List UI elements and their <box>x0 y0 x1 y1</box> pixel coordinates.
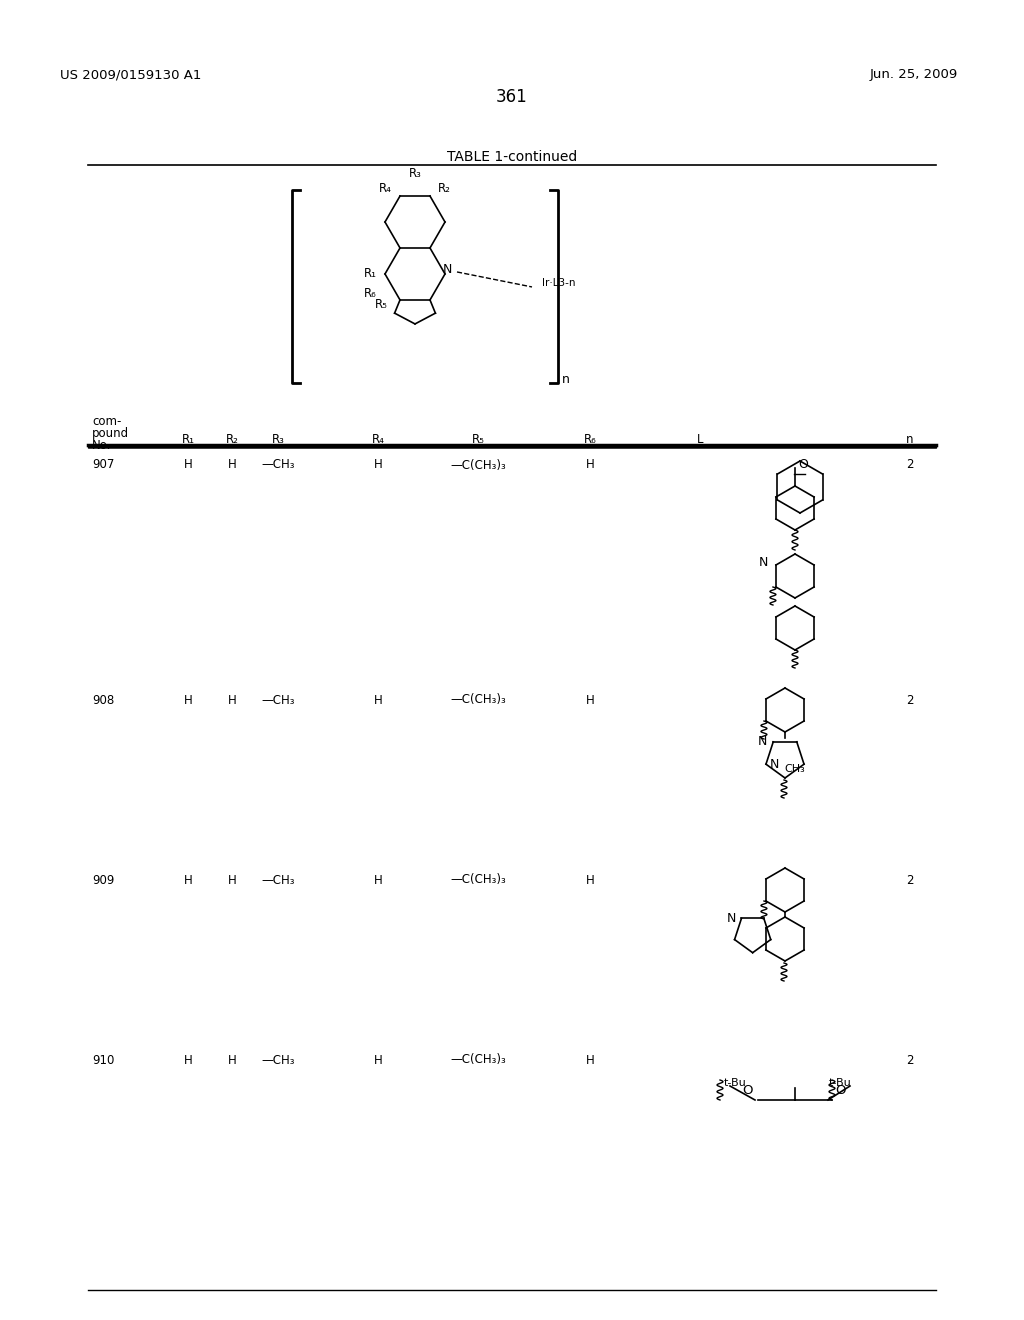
Text: —C(CH₃)₃: —C(CH₃)₃ <box>451 1053 506 1067</box>
Text: H: H <box>227 874 237 887</box>
Text: 908: 908 <box>92 693 115 706</box>
Text: R₂: R₂ <box>225 433 239 446</box>
Text: Jun. 25, 2009: Jun. 25, 2009 <box>870 69 958 81</box>
Text: Ir·L3-n: Ir·L3-n <box>542 279 575 288</box>
Text: TABLE 1-continued: TABLE 1-continued <box>446 150 578 164</box>
Text: H: H <box>183 1053 193 1067</box>
Text: R₆: R₆ <box>365 288 377 301</box>
Text: —C(CH₃)₃: —C(CH₃)₃ <box>451 693 506 706</box>
Text: H: H <box>227 1053 237 1067</box>
Text: O: O <box>742 1084 753 1097</box>
Text: R₅: R₅ <box>472 433 484 446</box>
Text: n: n <box>562 374 570 385</box>
Text: —CH₃: —CH₃ <box>261 693 295 706</box>
Text: —C(CH₃)₃: —C(CH₃)₃ <box>451 458 506 471</box>
Text: H: H <box>374 1053 382 1067</box>
Text: 2: 2 <box>906 458 913 471</box>
Text: H: H <box>183 458 193 471</box>
Text: pound: pound <box>92 426 129 440</box>
Text: 909: 909 <box>92 874 115 887</box>
Text: R₁: R₁ <box>181 433 195 446</box>
Text: H: H <box>586 458 594 471</box>
Text: 910: 910 <box>92 1053 115 1067</box>
Text: —CH₃: —CH₃ <box>261 874 295 887</box>
Text: R₂: R₂ <box>438 182 451 194</box>
Text: R₄: R₄ <box>372 433 384 446</box>
Text: 907: 907 <box>92 458 115 471</box>
Text: L: L <box>696 433 703 446</box>
Text: R₃: R₃ <box>271 433 285 446</box>
Text: US 2009/0159130 A1: US 2009/0159130 A1 <box>60 69 202 81</box>
Text: H: H <box>374 693 382 706</box>
Text: R₅: R₅ <box>375 298 388 312</box>
Text: No.: No. <box>92 440 112 451</box>
Text: H: H <box>374 458 382 471</box>
Text: H: H <box>183 874 193 887</box>
Text: n: n <box>906 433 913 446</box>
Text: N: N <box>442 264 452 276</box>
Text: N: N <box>758 735 767 748</box>
Text: N: N <box>727 912 736 925</box>
Text: H: H <box>586 874 594 887</box>
Text: H: H <box>586 693 594 706</box>
Text: H: H <box>183 693 193 706</box>
Text: —CH₃: —CH₃ <box>261 1053 295 1067</box>
Text: R₃: R₃ <box>409 168 422 180</box>
Text: N: N <box>770 758 779 771</box>
Text: —C(CH₃)₃: —C(CH₃)₃ <box>451 874 506 887</box>
Text: H: H <box>374 874 382 887</box>
Text: t-Bu: t-Bu <box>828 1078 851 1088</box>
Text: H: H <box>227 458 237 471</box>
Text: O: O <box>798 458 808 470</box>
Text: 361: 361 <box>496 88 528 106</box>
Text: R₄: R₄ <box>379 182 392 194</box>
Text: R₁: R₁ <box>364 268 377 280</box>
Text: H: H <box>586 1053 594 1067</box>
Text: 2: 2 <box>906 874 913 887</box>
Text: R₆: R₆ <box>584 433 596 446</box>
Text: N: N <box>759 557 768 569</box>
Text: H: H <box>227 693 237 706</box>
Text: CH₃: CH₃ <box>784 764 805 775</box>
Text: t-Bu: t-Bu <box>724 1078 746 1088</box>
Text: —CH₃: —CH₃ <box>261 458 295 471</box>
Text: com-: com- <box>92 414 122 428</box>
Text: 2: 2 <box>906 693 913 706</box>
Text: O: O <box>835 1084 846 1097</box>
Text: 2: 2 <box>906 1053 913 1067</box>
